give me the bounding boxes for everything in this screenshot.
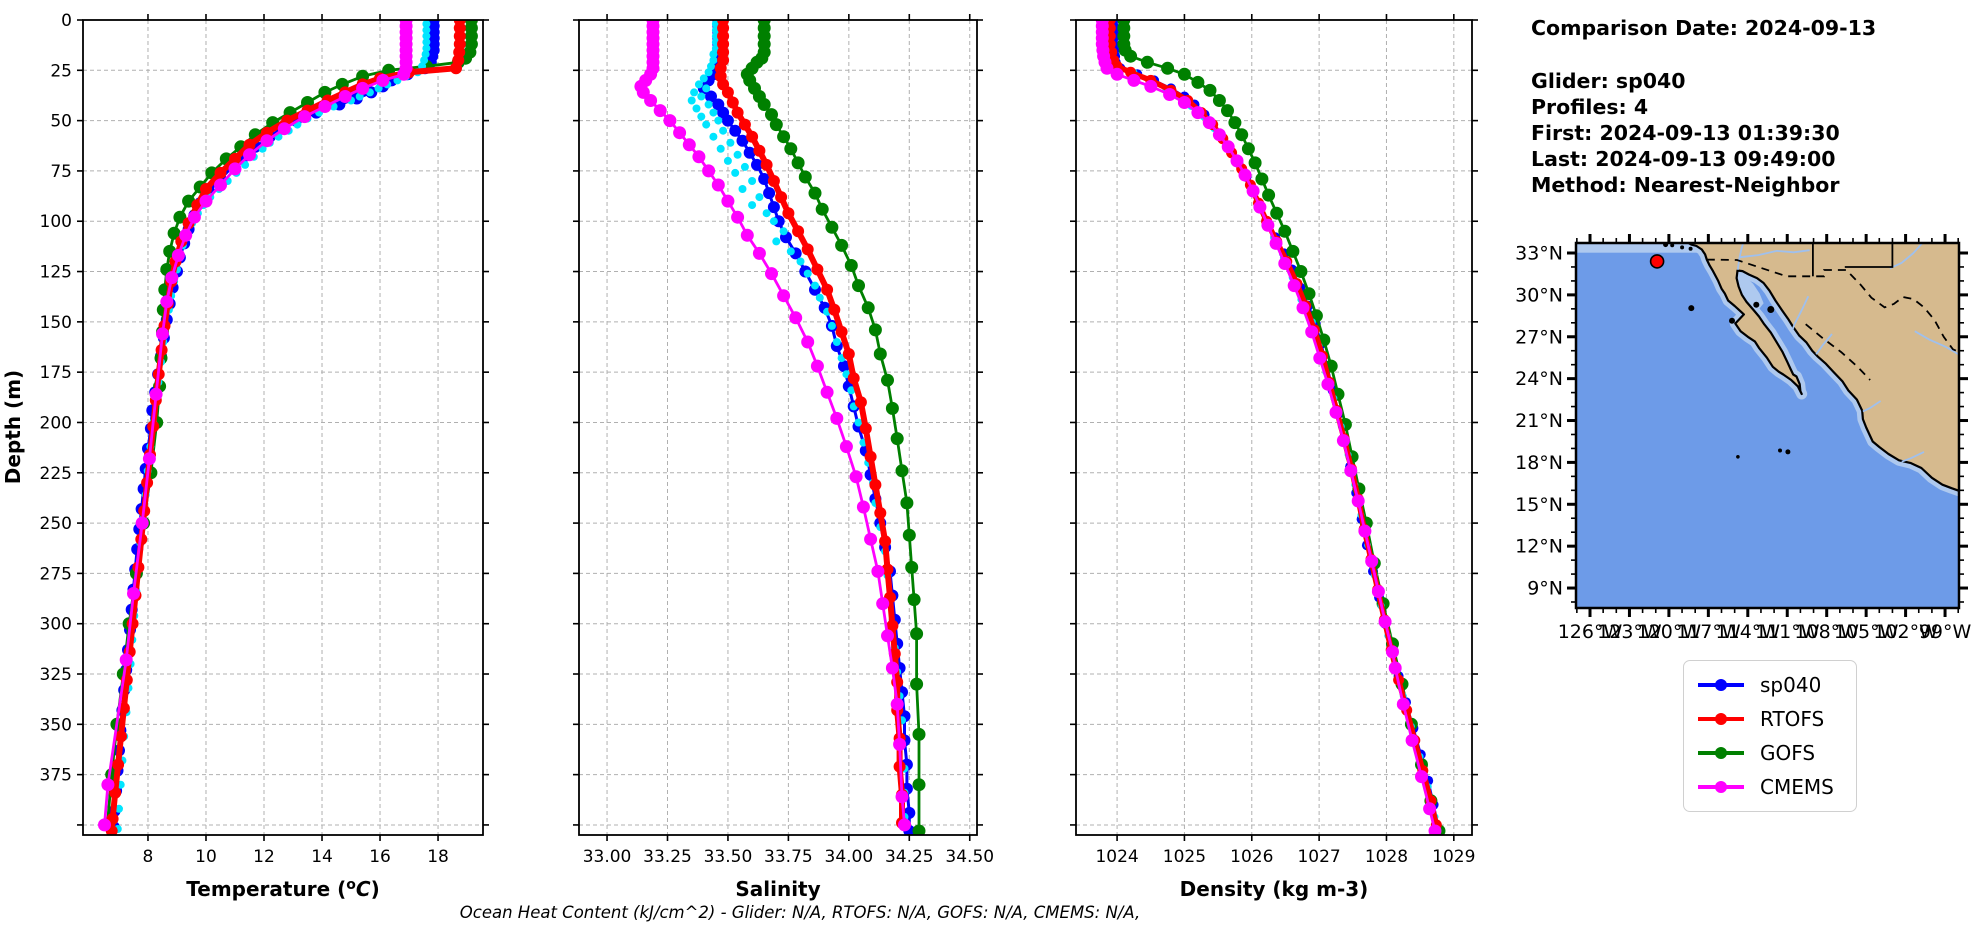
svg-text:Salinity: Salinity [735, 877, 820, 901]
location-map: 33°N 30°N 27°N 24°N 21°N 18°N 15°N 12°N 9°N 126°W… [1515, 234, 1972, 643]
svg-text:99°W: 99°W [1919, 621, 1972, 643]
legend-item-rtofs: RTOFS [1698, 707, 1834, 731]
legend: sp040 RTOFS GOFS CMEMS [1683, 660, 1857, 812]
svg-text:12: 12 [253, 847, 275, 867]
salinity-profile-chart: 33.00 33.25 33.50 33.75 34.00 34.25 34.50 Salin… [573, 14, 994, 901]
density-profile-chart: 1024 1025 1026 1027 1028 1029 Density (kg m-3) [1070, 14, 1478, 901]
legend-line-marker-icon [1698, 746, 1744, 760]
legend-line-marker-icon [1698, 712, 1744, 726]
svg-text:100: 100 [40, 212, 72, 232]
svg-text:12°N: 12°N [1515, 536, 1563, 558]
svg-text:105°W: 105°W [1834, 621, 1899, 643]
method-text: Method: Nearest-Neighbor [1531, 173, 1840, 197]
svg-text:50: 50 [50, 112, 72, 132]
svg-text:24°N: 24°N [1515, 368, 1563, 390]
legend-label: GOFS [1760, 741, 1816, 765]
svg-text:Temperature (oC): Temperature (oC) [186, 877, 379, 901]
svg-text:275: 275 [40, 564, 72, 584]
legend-item-gofs: GOFS [1698, 741, 1834, 765]
svg-text:123°W: 123°W [1597, 621, 1662, 643]
svg-text:25: 25 [50, 61, 72, 81]
comparison-date-text: Comparison Date: 2024-09-13 [1531, 16, 1877, 40]
svg-text:1029: 1029 [1432, 847, 1475, 867]
svg-text:1025: 1025 [1163, 847, 1206, 867]
svg-text:33.25: 33.25 [643, 847, 692, 867]
legend-line-marker-icon [1698, 678, 1744, 692]
svg-text:16: 16 [369, 847, 391, 867]
svg-text:250: 250 [40, 514, 72, 534]
profiles-count-text: Profiles: 4 [1531, 95, 1649, 119]
svg-text:9°N: 9°N [1527, 578, 1563, 600]
legend-line-marker-icon [1698, 780, 1744, 794]
last-profile-time-text: Last: 2024-09-13 09:49:00 [1531, 147, 1836, 171]
svg-text:300: 300 [40, 615, 72, 635]
svg-text:102°W: 102°W [1873, 621, 1938, 643]
svg-text:350: 350 [40, 715, 72, 735]
legend-label: RTOFS [1760, 707, 1825, 731]
svg-text:33.75: 33.75 [764, 847, 813, 867]
svg-text:27°N: 27°N [1515, 326, 1563, 348]
ocean-heat-content-note: Ocean Heat Content (kJ/cm^2) - Glider: N… [459, 903, 1141, 922]
svg-text:18°N: 18°N [1515, 452, 1563, 474]
svg-text:375: 375 [40, 766, 72, 786]
svg-text:33.00: 33.00 [583, 847, 632, 867]
svg-text:120°W: 120°W [1637, 621, 1702, 643]
svg-text:325: 325 [40, 665, 72, 685]
svg-text:33.50: 33.50 [704, 847, 753, 867]
svg-text:Depth (m): Depth (m) [1, 370, 25, 484]
svg-text:125: 125 [40, 263, 72, 283]
svg-text:0: 0 [61, 11, 72, 31]
svg-text:34.25: 34.25 [885, 847, 934, 867]
series-group [1095, 20, 1446, 835]
series-group [98, 20, 478, 835]
legend-label: sp040 [1760, 673, 1822, 697]
svg-text:1027: 1027 [1297, 847, 1340, 867]
svg-text:150: 150 [40, 313, 72, 333]
svg-text:175: 175 [40, 363, 72, 383]
svg-text:1028: 1028 [1365, 847, 1408, 867]
glider-name-text: Glider: sp040 [1531, 69, 1686, 93]
legend-item-sp040: sp040 [1698, 673, 1834, 697]
svg-text:114°W: 114°W [1716, 621, 1781, 643]
svg-text:10: 10 [195, 847, 217, 867]
svg-text:108°W: 108°W [1794, 621, 1859, 643]
svg-text:126°W: 126°W [1558, 621, 1623, 643]
svg-text:14: 14 [311, 847, 333, 867]
svg-text:15°N: 15°N [1515, 494, 1563, 516]
svg-text:75: 75 [50, 162, 72, 182]
svg-text:1026: 1026 [1230, 847, 1273, 867]
series-group [634, 20, 926, 835]
first-profile-time-text: First: 2024-09-13 01:39:30 [1531, 121, 1840, 145]
svg-text:30°N: 30°N [1515, 284, 1563, 306]
temperature-profile-chart: 8 10 12 14 16 18 0 25 50 75 100 125 150 175 200 225 250 2… [1, 11, 489, 901]
svg-text:117°W: 117°W [1676, 621, 1741, 643]
svg-text:34.50: 34.50 [945, 847, 994, 867]
comparison-info-panel: Comparison Date: 2024-09-13 Glider: sp04… [1531, 16, 1876, 198]
svg-text:111°W: 111°W [1755, 621, 1820, 643]
glider-location-marker [1649, 254, 1665, 269]
svg-text:8: 8 [143, 847, 154, 867]
svg-text:34.00: 34.00 [825, 847, 874, 867]
map-geography [1576, 243, 1959, 608]
legend-item-cmems: CMEMS [1698, 775, 1834, 799]
svg-text:1024: 1024 [1095, 847, 1138, 867]
svg-text:Density (kg m-3): Density (kg m-3) [1180, 877, 1369, 901]
svg-text:18: 18 [427, 847, 449, 867]
svg-text:21°N: 21°N [1515, 410, 1563, 432]
svg-text:225: 225 [40, 464, 72, 484]
legend-label: CMEMS [1760, 775, 1834, 799]
svg-text:200: 200 [40, 413, 72, 433]
svg-text:33°N: 33°N [1515, 243, 1563, 265]
